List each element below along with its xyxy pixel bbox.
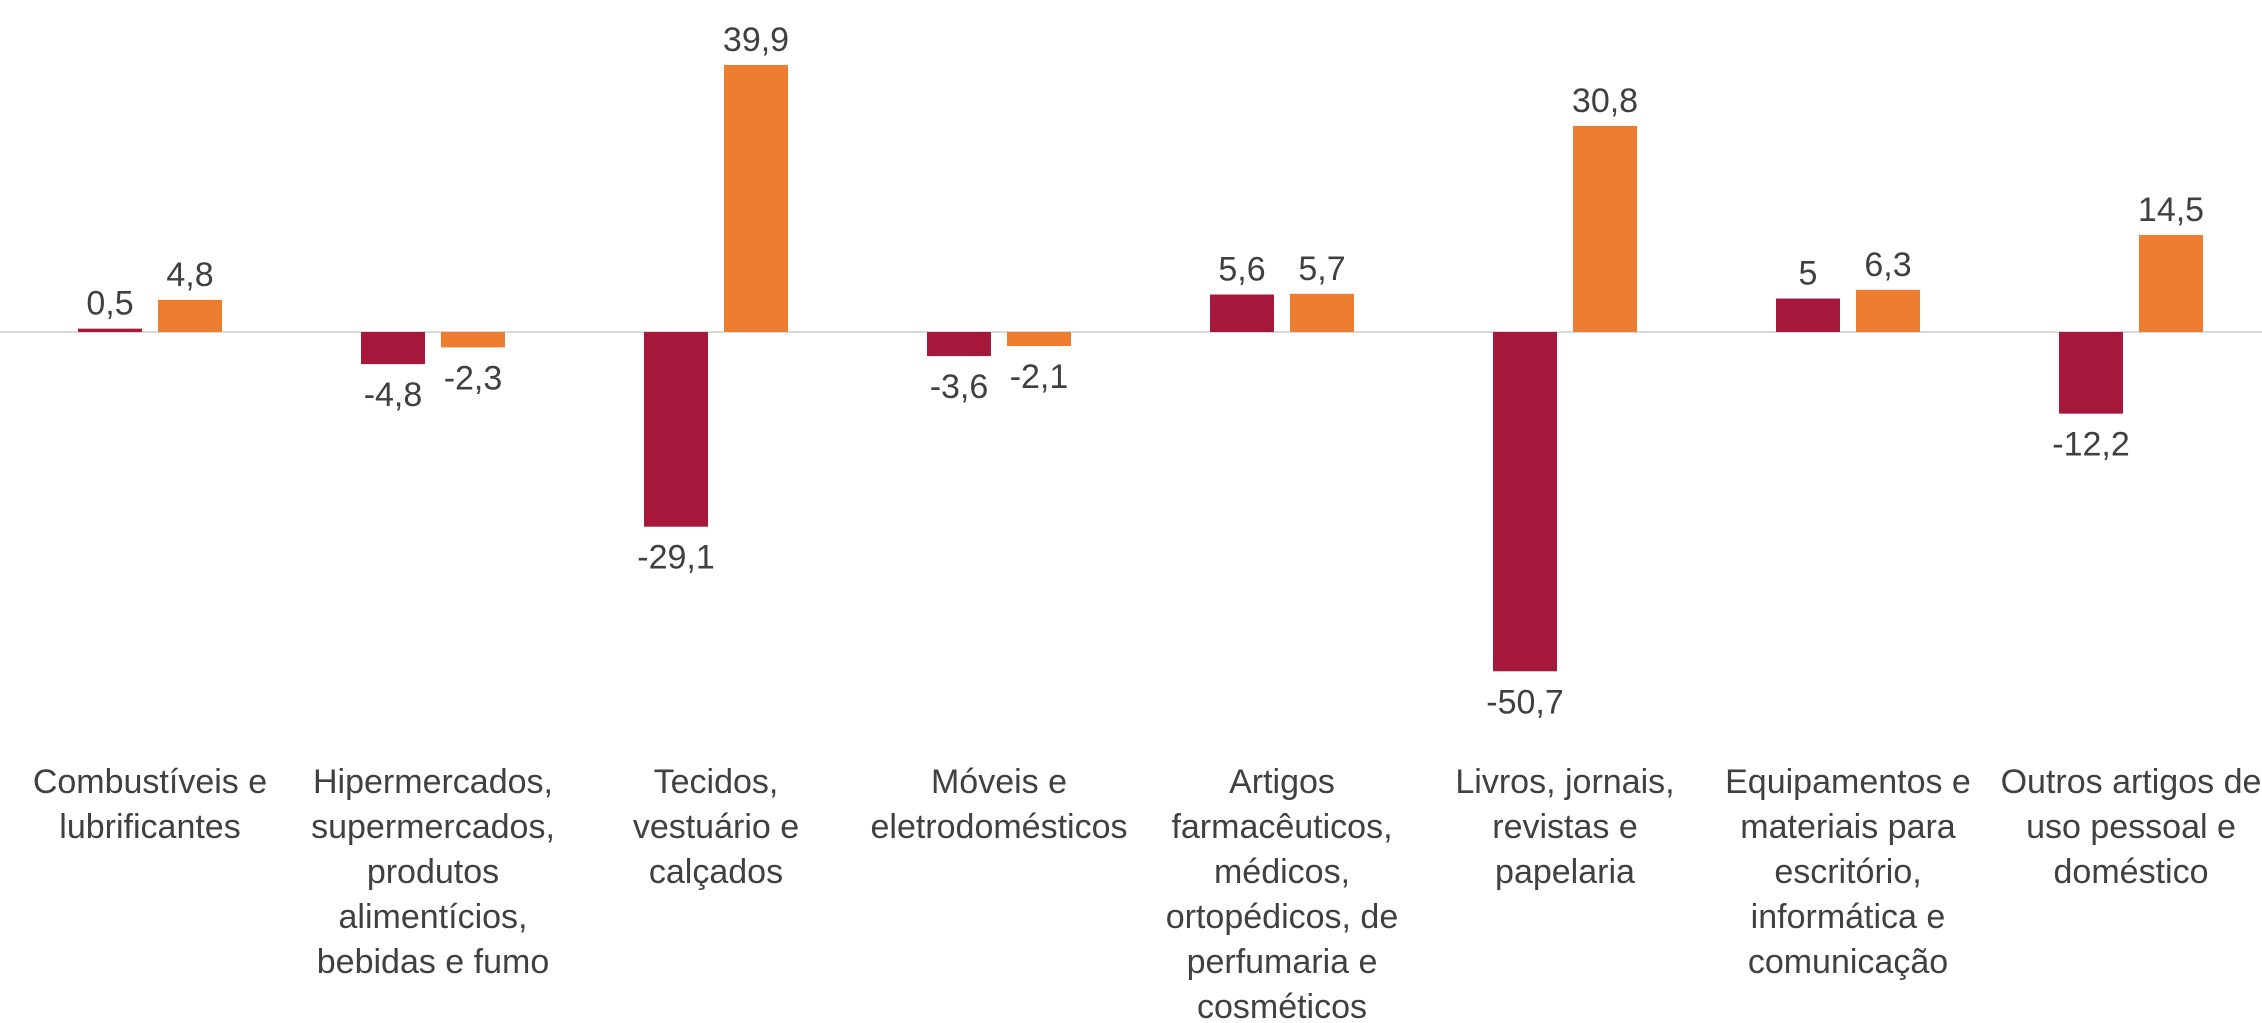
data-label: 6,3 bbox=[1864, 246, 1911, 284]
data-label: -50,7 bbox=[1486, 683, 1564, 721]
data-label: 14,5 bbox=[2138, 191, 2204, 229]
bar bbox=[1493, 332, 1557, 672]
bar bbox=[1573, 125, 1637, 332]
data-label: 39,9 bbox=[723, 21, 789, 59]
x-tick-label: Equipamentos e materiais para escritório, i… bbox=[1725, 763, 1971, 981]
data-label: -12,2 bbox=[2052, 426, 2130, 464]
x-tick-label: Hipermercados, supermercados, produtos alim… bbox=[311, 763, 555, 981]
x-tick-label: Móveis e eletrodomésticos bbox=[870, 763, 1127, 846]
bar bbox=[1007, 332, 1071, 347]
bar bbox=[927, 332, 991, 357]
data-label: -2,1 bbox=[1010, 358, 1069, 396]
bar bbox=[644, 332, 708, 527]
bar bbox=[2059, 332, 2123, 414]
bar bbox=[1776, 298, 1840, 332]
x-tick-label: Livros, jornais, revistas e papelaria bbox=[1455, 763, 1674, 891]
data-label: 4,8 bbox=[166, 256, 213, 294]
bar bbox=[724, 65, 788, 332]
x-tick-label: Combustíveis e lubrificantes bbox=[33, 763, 267, 846]
x-tick-label: Outros artigos de uso pessoal e doméstico bbox=[2001, 763, 2262, 891]
data-label: 5,6 bbox=[1218, 251, 1265, 289]
data-label: -3,6 bbox=[930, 368, 989, 406]
bar bbox=[1210, 294, 1274, 332]
bar bbox=[1290, 293, 1354, 332]
data-label: -4,8 bbox=[364, 376, 423, 414]
x-tick-label: Artigos farmacêuticos, médicos, ortopédicos… bbox=[1166, 763, 1399, 1023]
data-label: 5,7 bbox=[1298, 250, 1345, 288]
bar bbox=[1856, 289, 1920, 332]
bar bbox=[158, 299, 222, 332]
data-label: 30,8 bbox=[1572, 82, 1638, 120]
bar bbox=[361, 332, 425, 365]
bar bbox=[78, 328, 142, 332]
data-label: -29,1 bbox=[637, 539, 715, 577]
data-label: 5 bbox=[1799, 255, 1818, 293]
x-tick-label: Tecidos, vestuário e calçados bbox=[633, 763, 799, 891]
bar bbox=[2139, 234, 2203, 332]
data-label: 0,5 bbox=[86, 285, 133, 323]
bar bbox=[441, 332, 505, 348]
data-label: -2,3 bbox=[444, 359, 503, 397]
